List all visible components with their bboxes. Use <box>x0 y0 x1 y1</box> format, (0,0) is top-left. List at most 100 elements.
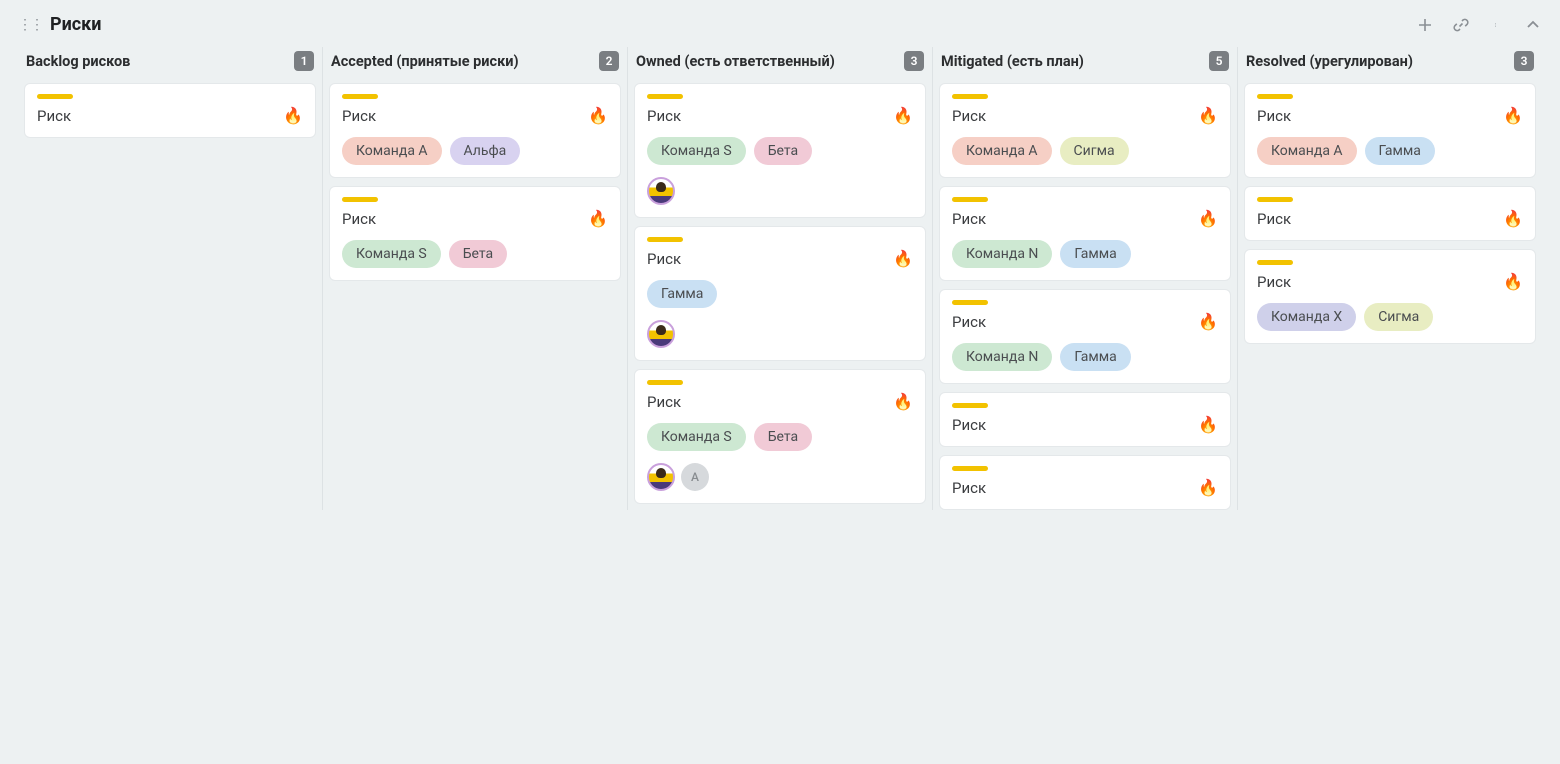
fire-icon: 🔥 <box>893 394 913 410</box>
board-title-wrap: ⋮⋮ Риски <box>18 14 102 35</box>
card[interactable]: Риск🔥 <box>24 83 316 138</box>
card-tags: Команда S Бета <box>647 137 913 165</box>
card[interactable]: Риск 🔥 <box>939 455 1231 510</box>
cards-list: Риск🔥 Команда А Альфа Риск🔥 Команда S Бета <box>329 83 621 281</box>
tag-sigma[interactable]: Сигма <box>1060 137 1129 165</box>
card-accent-bar <box>647 380 683 385</box>
link-icon[interactable] <box>1452 16 1470 34</box>
kanban-board: ⋮⋮ Риски Backlog рисков1Риск🔥Accepted (п… <box>0 0 1560 764</box>
tag-gamma[interactable]: Гамма <box>1365 137 1435 165</box>
card[interactable]: Риск 🔥 Команда S Бета A <box>634 369 926 504</box>
tag-team_s[interactable]: Команда S <box>342 240 441 268</box>
card-title: Риск <box>1257 273 1291 291</box>
card-title-row: Риск 🔥 <box>952 479 1218 497</box>
card[interactable]: Риск🔥 Команда S Бета <box>329 186 621 281</box>
card[interactable]: Риск🔥 <box>939 392 1231 447</box>
add-icon[interactable] <box>1416 16 1434 34</box>
card-title-row: Риск🔥 <box>342 107 608 125</box>
card[interactable]: Риск 🔥 Команда N Гамма <box>939 186 1231 281</box>
board-title: Риски <box>50 14 102 35</box>
card-tags: Команда А Сигма <box>952 137 1218 165</box>
avatar-person[interactable] <box>647 177 675 205</box>
fire-icon: 🔥 <box>893 251 913 267</box>
card-title-row: Риск🔥 <box>952 416 1218 434</box>
tag-team_x[interactable]: Команда X <box>1257 303 1356 331</box>
card-accent-bar <box>342 94 378 99</box>
card-title-row: Риск 🔥 <box>1257 210 1523 228</box>
card[interactable]: Риск🔥 Команда А Альфа <box>329 83 621 178</box>
tag-beta[interactable]: Бета <box>449 240 507 268</box>
card-title-row: Риск🔥 <box>342 210 608 228</box>
card-title: Риск <box>952 479 986 497</box>
card-avatars: A <box>647 463 913 491</box>
column-count-badge: 2 <box>599 51 619 71</box>
drag-handle-icon[interactable]: ⋮⋮ <box>18 18 42 32</box>
card[interactable]: Риск🔥 Команда А Гамма <box>1244 83 1536 178</box>
cards-list: Риск🔥Команда АСигмаРиск🔥Команда NГаммаРи… <box>939 83 1231 510</box>
card-title: Риск <box>647 107 681 125</box>
collapse-icon[interactable] <box>1524 16 1542 34</box>
more-icon[interactable] <box>1488 16 1506 34</box>
card-title-row: Риск 🔥 <box>952 210 1218 228</box>
column-header: Mitigated (есть план)5 <box>939 47 1231 83</box>
tag-alpha[interactable]: Альфа <box>450 137 521 165</box>
tag-beta[interactable]: Бета <box>754 423 812 451</box>
avatar-person[interactable] <box>647 463 675 491</box>
card[interactable]: Риск🔥 Гамма <box>634 226 926 361</box>
fire-icon: 🔥 <box>1198 480 1218 496</box>
tag-gamma[interactable]: Гамма <box>1060 240 1130 268</box>
column-resolved: Resolved (урегулирован)3Риск🔥Команда АГа… <box>1238 47 1542 510</box>
tag-gamma[interactable]: Гамма <box>1060 343 1130 371</box>
card-tags: Команда S Бета <box>647 423 913 451</box>
fire-icon: 🔥 <box>588 211 608 227</box>
fire-icon: 🔥 <box>588 108 608 124</box>
card-accent-bar <box>952 466 988 471</box>
card-tags: Гамма <box>647 280 913 308</box>
card-accent-bar <box>952 403 988 408</box>
avatar-person[interactable] <box>647 320 675 348</box>
card[interactable]: Риск 🔥 <box>1244 186 1536 241</box>
fire-icon: 🔥 <box>1198 211 1218 227</box>
tag-team_a[interactable]: Команда А <box>342 137 442 165</box>
column-title: Mitigated (есть план) <box>941 53 1084 70</box>
card-title: Риск <box>1257 210 1291 228</box>
card-title-row: Риск🔥 <box>647 250 913 268</box>
tag-team_n[interactable]: Команда N <box>952 343 1052 371</box>
cards-list: Риск🔥Команда SБетаРиск🔥ГаммаРиск🔥Команда… <box>634 83 926 504</box>
card[interactable]: Риск🔥 Команда S Бета <box>634 83 926 218</box>
fire-icon: 🔥 <box>283 108 303 124</box>
tag-gamma[interactable]: Гамма <box>647 280 717 308</box>
card-title-row: Риск🔥 <box>1257 107 1523 125</box>
card-accent-bar <box>342 197 378 202</box>
tag-beta[interactable]: Бета <box>754 137 812 165</box>
tag-team_a[interactable]: Команда А <box>952 137 1052 165</box>
tag-team_a[interactable]: Команда А <box>1257 137 1357 165</box>
card-title: Риск <box>647 393 681 411</box>
card-title: Риск <box>952 210 986 228</box>
fire-icon: 🔥 <box>1503 211 1523 227</box>
tag-team_s[interactable]: Команда S <box>647 423 746 451</box>
column-owned: Owned (есть ответственный)3Риск🔥Команда … <box>628 47 933 510</box>
card-tags: Команда А Гамма <box>1257 137 1523 165</box>
column-count-badge: 3 <box>904 51 924 71</box>
column-mitigated: Mitigated (есть план)5Риск🔥Команда АСигм… <box>933 47 1238 510</box>
card-accent-bar <box>952 94 988 99</box>
fire-icon: 🔥 <box>1503 274 1523 290</box>
tag-team_n[interactable]: Команда N <box>952 240 1052 268</box>
card-avatars <box>647 320 913 348</box>
column-header: Backlog рисков1 <box>24 47 316 83</box>
card-accent-bar <box>647 237 683 242</box>
card-title-row: Риск🔥 <box>952 313 1218 331</box>
card-accent-bar <box>952 197 988 202</box>
board-header: ⋮⋮ Риски <box>18 14 1542 35</box>
card[interactable]: Риск🔥 Команда А Сигма <box>939 83 1231 178</box>
card[interactable]: Риск 🔥 Команда X Сигма <box>1244 249 1536 344</box>
card-accent-bar <box>1257 94 1293 99</box>
card[interactable]: Риск🔥 Команда N Гамма <box>939 289 1231 384</box>
card-title-row: Риск 🔥 <box>1257 273 1523 291</box>
card-title-row: Риск🔥 <box>952 107 1218 125</box>
tag-team_s[interactable]: Команда S <box>647 137 746 165</box>
tag-sigma[interactable]: Сигма <box>1364 303 1433 331</box>
avatar-letter[interactable]: A <box>681 463 709 491</box>
card-title-row: Риск🔥 <box>647 107 913 125</box>
